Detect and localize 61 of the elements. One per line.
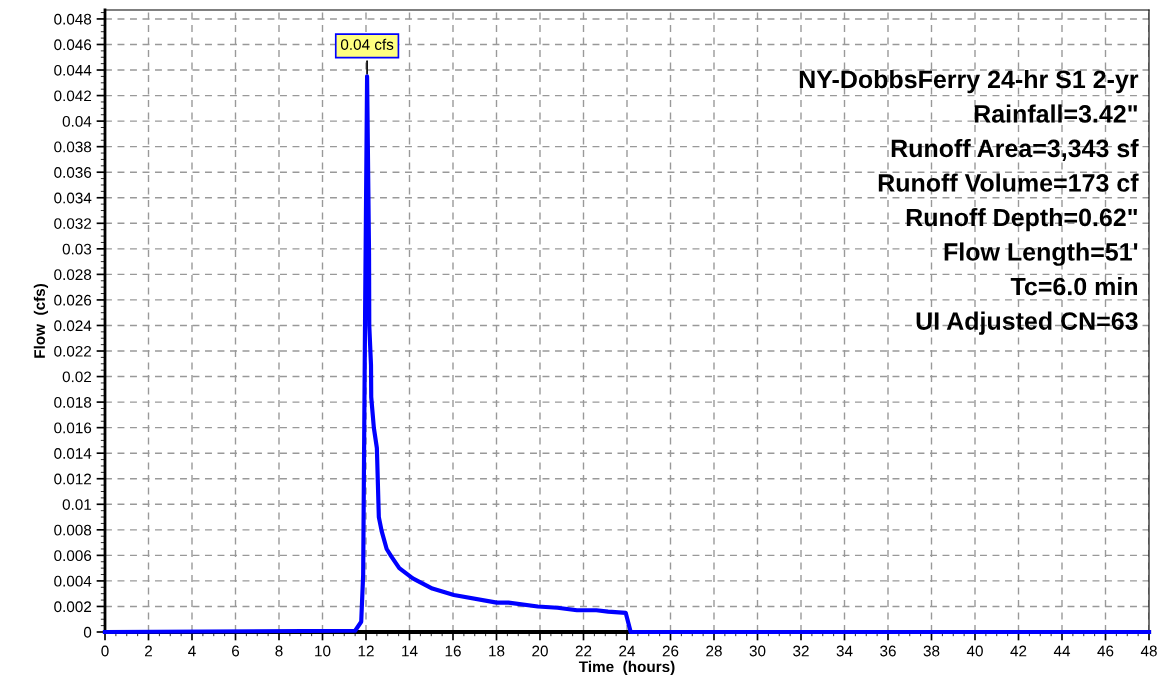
x-tick-label: 16 — [445, 645, 461, 657]
annotation: Flow Length=51' — [944, 242, 1138, 266]
x-tick-label: 48 — [1140, 645, 1157, 657]
y-tick-label: 0.026 — [54, 294, 92, 306]
x-tick-label: 36 — [880, 645, 896, 657]
x-tick-label: 38 — [923, 645, 940, 657]
y-tick-label: 0.016 — [54, 422, 92, 434]
y-tick-label: 0.018 — [54, 396, 92, 408]
y-tick-label: 0.046 — [54, 39, 92, 51]
annotation: NY-DobbsFerry 24-hr S1 2-yr — [799, 69, 1139, 94]
x-tick-label: 46 — [1097, 645, 1114, 657]
x-axis-title: Time (hours) — [578, 660, 675, 676]
y-tick-label: 0.028 — [54, 269, 92, 281]
y-tick-label: 0.01 — [62, 499, 92, 510]
y-tick-label: 0.004 — [54, 575, 92, 587]
y-tick-label: 0.038 — [54, 141, 92, 153]
y-tick-label: 0.024 — [54, 320, 92, 332]
x-tick-label: 32 — [793, 645, 809, 657]
y-axis-title: Flow (cfs) — [33, 283, 49, 358]
x-tick-label: 4 — [188, 645, 196, 657]
y-tick-label: 0.036 — [54, 167, 92, 178]
y-tick-label: 0.022 — [54, 345, 92, 357]
x-tick-label: 14 — [402, 645, 418, 657]
annotation: Runoff Depth=0.62" — [906, 207, 1137, 232]
y-tick-label: 0.002 — [54, 601, 92, 613]
y-tick-label: 0.034 — [54, 192, 92, 204]
y-tick-label: 0.032 — [54, 218, 92, 229]
x-tick-label: 6 — [232, 645, 240, 657]
x-tick-label: 30 — [749, 645, 766, 657]
x-tick-label: 18 — [489, 645, 505, 657]
y-tick-label: 0.006 — [54, 550, 92, 562]
x-tick-label: 10 — [315, 645, 331, 657]
x-tick-label: 40 — [966, 645, 983, 657]
annotation: Tc=6.0 min — [1010, 277, 1138, 296]
y-tick-label: 0.008 — [54, 524, 92, 536]
y-tick-label: 0 — [83, 626, 92, 638]
y-tick-label: 0.044 — [54, 64, 92, 76]
x-tick-label: 42 — [1010, 645, 1027, 657]
y-tick-label: 0.03 — [62, 243, 92, 255]
y-tick-label: 0.02 — [62, 371, 92, 383]
x-tick-label: 22 — [575, 645, 592, 657]
annotation: Rainfall=3.42" — [974, 104, 1137, 123]
x-tick-label: 8 — [275, 645, 283, 657]
x-tick-label: 28 — [706, 645, 722, 657]
annotation: UI Adjusted CN=63 — [916, 311, 1138, 335]
y-tick-label: 0.048 — [54, 13, 92, 25]
annotation: Runoff Volume=173 cf — [878, 173, 1139, 192]
x-tick-label: 26 — [662, 645, 679, 657]
x-tick-label: 2 — [145, 645, 152, 657]
x-tick-label: 0 — [101, 645, 109, 657]
annotation: Runoff Area=3,343 sf — [891, 138, 1139, 161]
y-tick-label: 0.014 — [54, 448, 92, 459]
x-tick-label: 12 — [358, 645, 374, 657]
x-tick-label: 44 — [1053, 645, 1071, 657]
x-tick-label: 20 — [532, 645, 548, 657]
y-tick-label: 0.012 — [54, 473, 92, 485]
x-tick-label: 24 — [619, 645, 636, 657]
y-tick-label: 0.04 — [62, 115, 92, 127]
annotation: 0.04 cfs — [340, 38, 394, 50]
x-tick-label: 34 — [836, 645, 853, 657]
y-tick-label: 0.042 — [54, 90, 92, 102]
